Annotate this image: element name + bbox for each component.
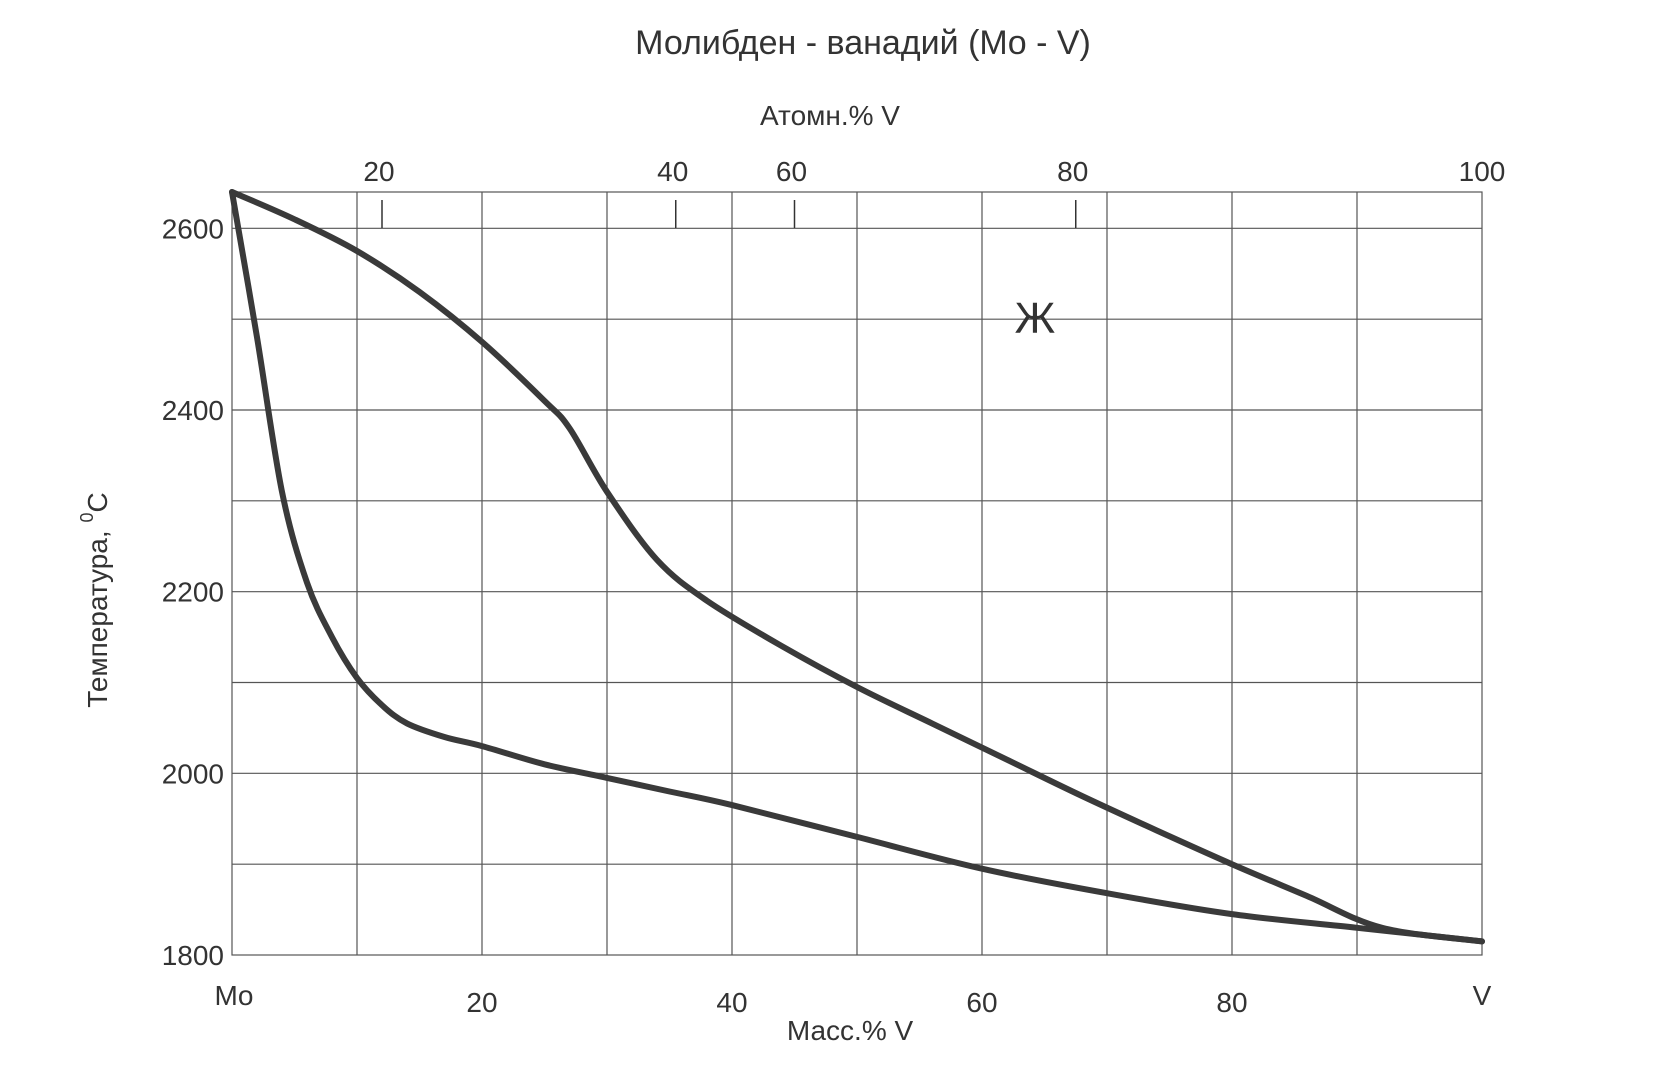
x-tick-label: 60 — [966, 987, 997, 1018]
y-tick-label: 2600 — [162, 213, 224, 244]
y-axis-title: Температура, 0C — [77, 492, 113, 707]
y-axis-title-unit: C — [82, 492, 113, 512]
x-tick-label: 80 — [1216, 987, 1247, 1018]
x-tick-label: Mo — [215, 980, 254, 1011]
x-axis-ticks: Mo 20 40 60 80 V — [215, 980, 1492, 1018]
top-axis-title: Атомн.% V — [760, 100, 900, 131]
y-tick-label: 2400 — [162, 395, 224, 426]
solidus-curve — [229, 189, 1485, 945]
x-tick-label: 40 — [716, 987, 747, 1018]
top-tick-label: 40 — [657, 156, 688, 187]
phase-curves — [229, 189, 1485, 945]
x-axis-title: Масс.% V — [787, 1015, 914, 1046]
top-tick-label: 60 — [776, 156, 807, 187]
y-axis-ticks: 1800 2000 2200 2400 2600 — [162, 213, 224, 971]
chart-title: Молибден - ванадий (Mo - V) — [635, 24, 1091, 62]
y-tick-label: 1800 — [162, 940, 224, 971]
y-tick-label: 2200 — [162, 577, 224, 608]
grid — [231, 191, 1483, 956]
liquid-region-label: Ж — [1015, 294, 1056, 343]
y-tick-label: 2000 — [162, 758, 224, 789]
y-axis-title-degree: 0 — [77, 513, 97, 523]
x-tick-label: V — [1473, 980, 1492, 1011]
liquidus-curve — [229, 189, 1485, 945]
x-tick-label: 20 — [466, 987, 497, 1018]
top-axis-ticks: 20 40 60 80 100 — [363, 156, 1505, 228]
top-tick-label: 20 — [363, 156, 394, 187]
top-tick-label: 80 — [1057, 156, 1088, 187]
top-tick-label: 100 — [1459, 156, 1506, 187]
y-axis-title-text: Температура, — [82, 523, 113, 708]
